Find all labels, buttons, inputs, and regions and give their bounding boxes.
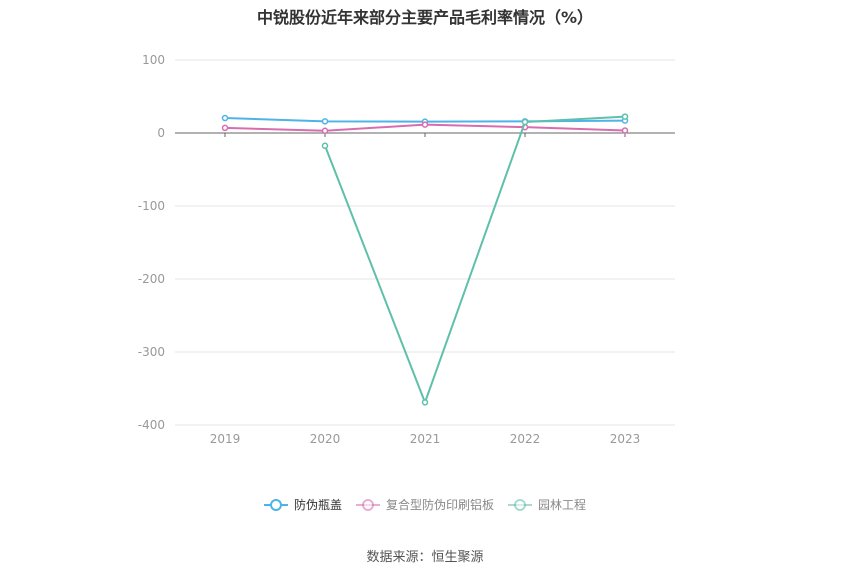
- line-chart: 100 0 -100 -200 -300 -400 2019 2020 2021 2022 2023: [138, 53, 675, 446]
- legend-marker-2: [508, 498, 532, 511]
- grid-lines: [175, 59, 675, 426]
- data-point-2-2021: [421, 399, 429, 406]
- legend-item-2[interactable]: 园林工程: [508, 496, 586, 513]
- source-note: 数据来源：恒生聚源: [366, 550, 484, 565]
- data-point-2-2022: [521, 118, 529, 126]
- y-tick-label-3: -200: [138, 272, 165, 286]
- data-point-2-2020: [321, 142, 329, 150]
- series-line-2: [324, 115, 626, 406]
- legend-item-0[interactable]: 防伪瓶盖: [263, 496, 342, 513]
- legend: 防伪瓶盖 复合型防伪印刷铝板 园林工程: [0, 496, 850, 513]
- data-point-1-2019: [221, 124, 229, 132]
- legend-item-1[interactable]: 复合型防伪印刷铝板: [355, 496, 494, 513]
- legend-marker-1: [355, 498, 380, 511]
- x-tick-label-2019: 2019: [210, 432, 241, 446]
- data-point-1-2020: [321, 127, 329, 135]
- x-tick-label-2021: 2021: [410, 432, 441, 446]
- y-tick-label-4: -300: [138, 345, 165, 359]
- chart-title: 中锐股份近年来部分主要产品毛利率情况（%）: [256, 8, 594, 27]
- y-tick-label-0: 100: [142, 53, 165, 67]
- y-tick-label-2: -100: [138, 199, 165, 213]
- y-tick-label-5: -400: [138, 418, 165, 432]
- series-2: [321, 113, 629, 406]
- tick-labels: 100 0 -100 -200 -300 -400 2019 2020 2021 2022 2023: [138, 53, 641, 446]
- y-tick-label-1: 0: [157, 126, 165, 140]
- legend-label-1: 复合型防伪印刷铝板: [385, 498, 494, 512]
- series-1: [221, 121, 629, 135]
- x-tick-label-2022: 2022: [510, 432, 541, 446]
- data-point-2-2023: [621, 113, 629, 120]
- x-tick-label-2023: 2023: [610, 432, 641, 446]
- axes: [175, 132, 675, 426]
- data-point-0-2020: [321, 118, 329, 125]
- x-tick-label-2020: 2020: [310, 432, 341, 446]
- legend-marker-0: [263, 498, 288, 511]
- data-point-1-2023: [621, 127, 629, 134]
- data-point-0-2019: [221, 114, 229, 122]
- legend-label-2: 园林工程: [538, 498, 587, 512]
- data-point-1-2021: [421, 121, 429, 128]
- legend-label-0: 防伪瓶盖: [293, 498, 342, 512]
- series-lines: [221, 113, 629, 406]
